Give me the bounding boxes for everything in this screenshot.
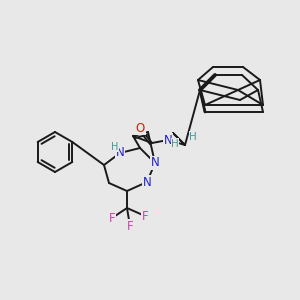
Text: N: N xyxy=(151,157,159,169)
Text: F: F xyxy=(142,209,148,223)
Text: N: N xyxy=(142,176,152,188)
Text: H: H xyxy=(189,132,197,142)
Text: H: H xyxy=(171,139,179,149)
Text: F: F xyxy=(127,220,133,232)
Text: H: H xyxy=(171,140,179,150)
Text: N: N xyxy=(164,134,172,146)
Text: F: F xyxy=(109,212,115,224)
Text: O: O xyxy=(135,122,145,134)
Text: H: H xyxy=(111,142,119,152)
Text: N: N xyxy=(116,146,124,160)
